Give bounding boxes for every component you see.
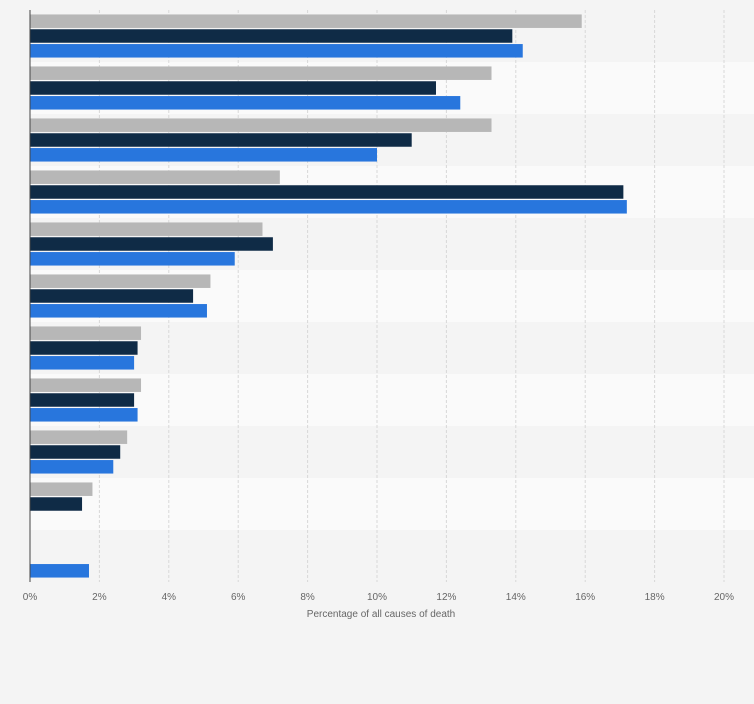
bar-series-2 [30,289,194,303]
bar-series-2 [30,81,436,95]
bar-series-3 [30,44,523,58]
row-band [30,322,754,374]
bar-series-3 [30,200,627,214]
bar-series-2 [30,237,273,251]
bar-series-3 [30,96,461,110]
bar-series-2 [30,445,121,459]
bar-series-2 [30,393,135,407]
x-tick-label: 20% [714,592,734,603]
bar-series-1 [30,66,492,80]
bar-series-3 [30,148,377,162]
x-tick-label: 14% [506,592,526,603]
bar-series-2 [30,133,412,147]
bar-series-2 [30,29,513,43]
bar-series-2 [30,497,83,511]
x-tick-label: 4% [162,592,177,603]
bar-series-3 [30,460,114,474]
bar-series-2 [30,185,624,199]
row-band [30,530,754,582]
bar-series-1 [30,118,492,132]
bar-series-3 [30,252,235,266]
x-axis-title: Percentage of all causes of death [307,609,455,620]
bar-series-1 [30,222,263,236]
bar-series-3 [30,408,138,422]
x-tick-label: 16% [575,592,595,603]
bar-series-1 [30,274,211,288]
x-tick-label: 6% [231,592,246,603]
row-band [30,374,754,426]
x-tick-label: 18% [645,592,665,603]
row-band [30,478,754,530]
bars [30,14,627,578]
bar-series-1 [30,170,280,184]
bar-series-1 [30,378,142,392]
bar-series-1 [30,14,582,28]
bar-series-1 [30,482,93,496]
x-tick-label: 2% [92,592,107,603]
bar-series-3 [30,356,135,370]
bar-series-2 [30,341,138,355]
bar-series-1 [30,430,128,444]
bar-series-3 [30,564,89,578]
bar-series-1 [30,326,142,340]
x-tick-label: 12% [436,592,456,603]
x-tick-label: 8% [300,592,315,603]
row-band [30,426,754,478]
x-tick-label: 10% [367,592,387,603]
bar-series-3 [30,304,207,318]
x-tick-label: 0% [23,592,38,603]
x-tick-labels: 0% 2% 4% 6% 8% 10% 12% 14% 16% 18% 20% [23,592,734,603]
